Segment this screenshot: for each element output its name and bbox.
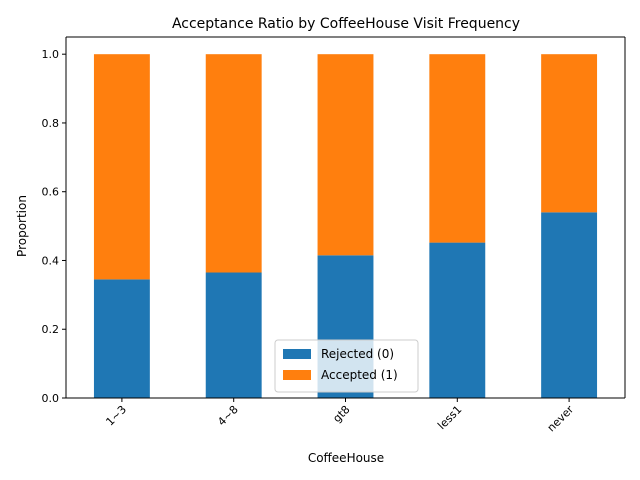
legend-label-1: Rejected (0) (321, 347, 394, 361)
bar-segment-accepted-4 (429, 54, 486, 243)
y-tick-label-0: 0.0 (42, 392, 60, 405)
bar-segment-rejected-4 (429, 242, 486, 398)
x-tick-label-1: 1~3 (103, 403, 129, 429)
bar-segment-rejected-1 (93, 279, 150, 398)
chart-title: Acceptance Ratio by CoffeeHouse Visit Fr… (172, 16, 520, 32)
bar-segment-accepted-3 (317, 54, 374, 256)
y-tick-label-2: 0.4 (42, 254, 60, 267)
bar-segment-accepted-2 (205, 54, 262, 273)
legend-swatch-2 (283, 370, 311, 380)
bar-segment-rejected-2 (205, 272, 262, 398)
bar-segment-accepted-1 (93, 54, 150, 280)
legend-swatch-1 (283, 349, 311, 359)
y-tick-label-5: 1.0 (42, 48, 60, 61)
legend: Rejected (0) Accepted (1) (274, 339, 419, 393)
x-tick-label-5: never (545, 403, 577, 435)
bar-segment-rejected-5 (541, 212, 598, 398)
x-tick-label-2: 4~8 (215, 403, 241, 429)
bar-segment-accepted-5 (541, 54, 598, 213)
x-tick-label-4: less1 (435, 403, 464, 432)
x-tick-label-3: gt8 (330, 403, 352, 425)
legend-label-2: Accepted (1) (321, 368, 398, 382)
y-tick-label-1: 0.2 (42, 323, 60, 336)
x-axis-label: CoffeeHouse (308, 451, 384, 465)
y-axis-label: Proportion (15, 195, 29, 257)
y-tick-label-4: 0.8 (42, 117, 60, 130)
y-tick-label-3: 0.6 (42, 186, 60, 199)
